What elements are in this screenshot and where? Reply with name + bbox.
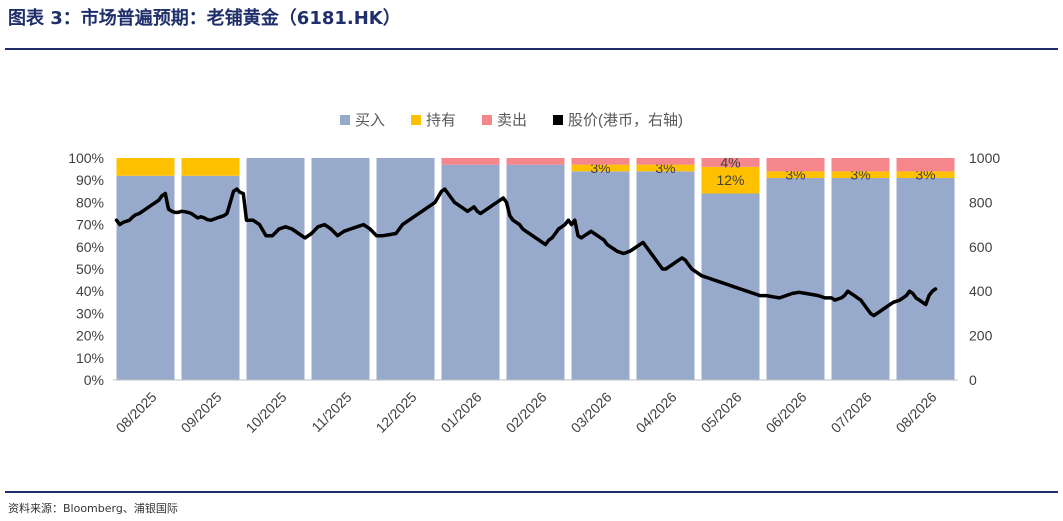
right-axis-tick-label: 400 bbox=[969, 283, 993, 299]
right-axis-tick-label: 800 bbox=[969, 194, 993, 210]
bar-segment-3 bbox=[506, 158, 565, 165]
x-axis-tick-label: 12/2025 bbox=[373, 389, 420, 436]
left-axis-tick-label: 90% bbox=[76, 172, 104, 188]
bar-segment-2 bbox=[896, 171, 955, 178]
x-axis-tick-label: 04/2026 bbox=[633, 389, 680, 436]
x-axis-tick-label: 08/2025 bbox=[113, 389, 160, 436]
bar-segment-1 bbox=[311, 158, 370, 380]
bar-segment-2 bbox=[181, 158, 240, 176]
bar-segment-3 bbox=[571, 158, 630, 165]
bar-segment-1 bbox=[506, 164, 565, 380]
x-axis-tick-label: 10/2025 bbox=[243, 389, 290, 436]
bar-segment-3 bbox=[441, 158, 500, 165]
legend-label-2: 持有 bbox=[426, 112, 456, 129]
legend-label-1: 买入 bbox=[355, 112, 385, 129]
x-axis-tick-label: 02/2026 bbox=[503, 389, 550, 436]
legend-label-3: 卖出 bbox=[497, 112, 527, 129]
x-axis-tick-label: 03/2026 bbox=[568, 389, 615, 436]
bar-segment-2 bbox=[571, 164, 630, 172]
bar-segment-3 bbox=[701, 158, 760, 167]
bar-segment-1 bbox=[571, 171, 630, 380]
bar-segment-2 bbox=[766, 171, 825, 178]
x-axis-tick-label: 01/2026 bbox=[438, 389, 485, 436]
x-axis-tick-label: 11/2025 bbox=[308, 389, 355, 436]
left-axis-tick-label: 0% bbox=[84, 372, 104, 388]
left-axis-tick-label: 10% bbox=[76, 350, 104, 366]
title-rule bbox=[5, 48, 1058, 50]
figure-title: 图表 3：市场普遍预期：老铺黄金（6181.HK） bbox=[8, 8, 401, 29]
right-axis-tick-label: 0 bbox=[969, 372, 977, 388]
left-axis-tick-label: 40% bbox=[76, 283, 104, 299]
right-axis-tick-label: 200 bbox=[969, 328, 993, 344]
bar-segment-3 bbox=[896, 158, 955, 172]
legend-swatch-3 bbox=[482, 115, 492, 125]
left-axis-tick-label: 60% bbox=[76, 239, 104, 255]
legend-label-4: 股价(港币，右轴) bbox=[568, 112, 683, 129]
right-axis-tick-label: 1000 bbox=[969, 150, 1000, 166]
legend-swatch-1 bbox=[340, 115, 350, 125]
x-axis-tick-label: 07/2026 bbox=[828, 389, 875, 436]
legend-swatch-4 bbox=[553, 115, 563, 125]
bar-segment-3 bbox=[636, 158, 695, 165]
price-line bbox=[114, 187, 938, 318]
left-axis-tick-label: 80% bbox=[76, 194, 104, 210]
legend-swatch-2 bbox=[411, 115, 421, 125]
bar-segment-2 bbox=[831, 171, 890, 178]
left-axis-tick-label: 30% bbox=[76, 305, 104, 321]
bar-segment-2 bbox=[636, 164, 695, 172]
bar-segment-1 bbox=[246, 158, 305, 380]
bar-segment-1 bbox=[896, 177, 955, 380]
left-axis-tick-label: 70% bbox=[76, 217, 104, 233]
x-axis-tick-label: 06/2026 bbox=[763, 389, 810, 436]
x-axis-tick-label: 05/2026 bbox=[698, 389, 745, 436]
left-axis-tick-label: 100% bbox=[68, 150, 104, 166]
bar-segment-2 bbox=[701, 166, 760, 194]
bar-segment-1 bbox=[116, 175, 175, 380]
bar-segment-2 bbox=[116, 158, 175, 176]
bar-data-label: 12% bbox=[716, 172, 744, 188]
left-axis-tick-label: 20% bbox=[76, 328, 104, 344]
x-axis-tick-label: 09/2025 bbox=[178, 389, 225, 436]
left-axis-tick-label: 50% bbox=[76, 261, 104, 277]
bar-segment-3 bbox=[766, 158, 825, 172]
source-note: 资料来源：Bloomberg、浦银国际 bbox=[8, 502, 178, 515]
bar-segment-1 bbox=[766, 177, 825, 380]
bar-data-label: 4% bbox=[720, 154, 740, 170]
bar-segment-1 bbox=[831, 177, 890, 380]
right-axis-tick-label: 600 bbox=[969, 239, 993, 255]
bar-segment-1 bbox=[636, 171, 695, 380]
footer-rule bbox=[5, 491, 1058, 493]
bar-segment-1 bbox=[376, 158, 435, 380]
x-axis-tick-label: 08/2026 bbox=[893, 389, 940, 436]
bar-segment-3 bbox=[831, 158, 890, 172]
